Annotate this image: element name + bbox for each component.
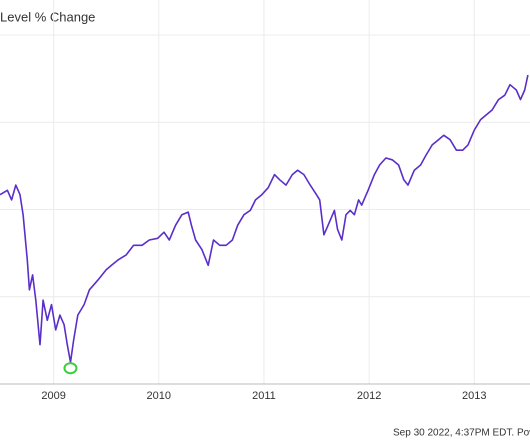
footer: Sep 30 2022, 4:37PM EDT. Powere bbox=[393, 428, 530, 439]
chart-title: Level % Change bbox=[0, 9, 95, 24]
low-marker bbox=[63, 362, 78, 375]
x-tick-label: 2010 bbox=[147, 390, 171, 402]
line bbox=[0, 74, 529, 363]
x-tick-label: 2011 bbox=[252, 390, 276, 402]
x-tick-label: 2009 bbox=[41, 390, 65, 402]
x-tick-label: 2013 bbox=[462, 390, 486, 402]
x-tick-label: 2012 bbox=[357, 390, 381, 402]
